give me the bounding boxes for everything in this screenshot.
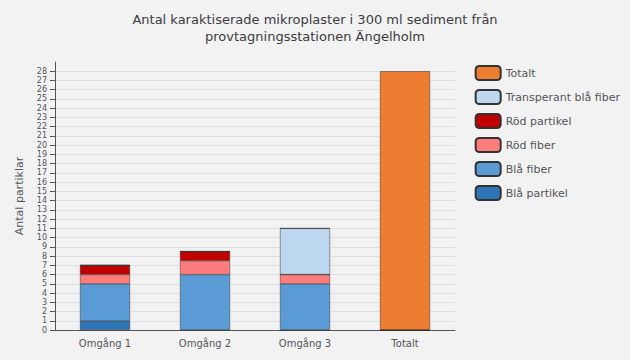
svg-text:12: 12 xyxy=(37,215,47,224)
svg-text:Antal partiklar: Antal partiklar xyxy=(13,156,26,235)
svg-text:4: 4 xyxy=(42,289,47,298)
svg-text:Transperant blå fiber: Transperant blå fiber xyxy=(505,91,621,104)
svg-text:7: 7 xyxy=(42,261,47,270)
svg-text:19: 19 xyxy=(37,150,47,159)
svg-text:22: 22 xyxy=(37,122,47,131)
svg-text:Röd fiber: Röd fiber xyxy=(506,139,556,152)
svg-text:6: 6 xyxy=(42,270,47,279)
svg-text:Antal karaktiserade mikroplast: Antal karaktiserade mikroplaster i 300 m… xyxy=(132,12,497,27)
svg-text:26: 26 xyxy=(37,85,47,94)
svg-text:16: 16 xyxy=(37,178,47,187)
svg-text:Blå partikel: Blå partikel xyxy=(506,187,568,200)
svg-text:5: 5 xyxy=(42,279,47,288)
svg-text:Totalt: Totalt xyxy=(390,338,418,349)
svg-text:0: 0 xyxy=(42,326,47,335)
svg-text:2: 2 xyxy=(42,307,47,316)
svg-text:Blå fiber: Blå fiber xyxy=(506,163,553,176)
svg-text:9: 9 xyxy=(42,242,47,251)
svg-text:Omgång 3: Omgång 3 xyxy=(279,337,331,349)
svg-text:1: 1 xyxy=(42,316,47,325)
svg-text:Omgång 1: Omgång 1 xyxy=(79,337,131,349)
svg-text:provtagningsstationen Ängelhol: provtagningsstationen Ängelholm xyxy=(205,29,425,44)
svg-text:17: 17 xyxy=(37,168,47,177)
svg-text:11: 11 xyxy=(37,224,47,233)
svg-text:27: 27 xyxy=(37,76,47,85)
svg-text:18: 18 xyxy=(37,159,47,168)
svg-text:Totalt: Totalt xyxy=(505,67,537,80)
svg-text:Omgång 2: Omgång 2 xyxy=(179,337,231,349)
svg-text:24: 24 xyxy=(37,104,47,113)
svg-text:14: 14 xyxy=(37,196,47,205)
svg-text:20: 20 xyxy=(37,141,47,150)
svg-text:Röd partikel: Röd partikel xyxy=(506,115,572,128)
svg-text:25: 25 xyxy=(37,94,47,103)
svg-text:3: 3 xyxy=(42,298,47,307)
svg-text:21: 21 xyxy=(37,131,47,140)
svg-text:28: 28 xyxy=(37,67,47,76)
svg-text:13: 13 xyxy=(37,205,47,214)
svg-text:15: 15 xyxy=(37,187,47,196)
svg-text:23: 23 xyxy=(37,113,47,122)
svg-text:8: 8 xyxy=(42,252,47,261)
svg-text:10: 10 xyxy=(37,233,47,242)
